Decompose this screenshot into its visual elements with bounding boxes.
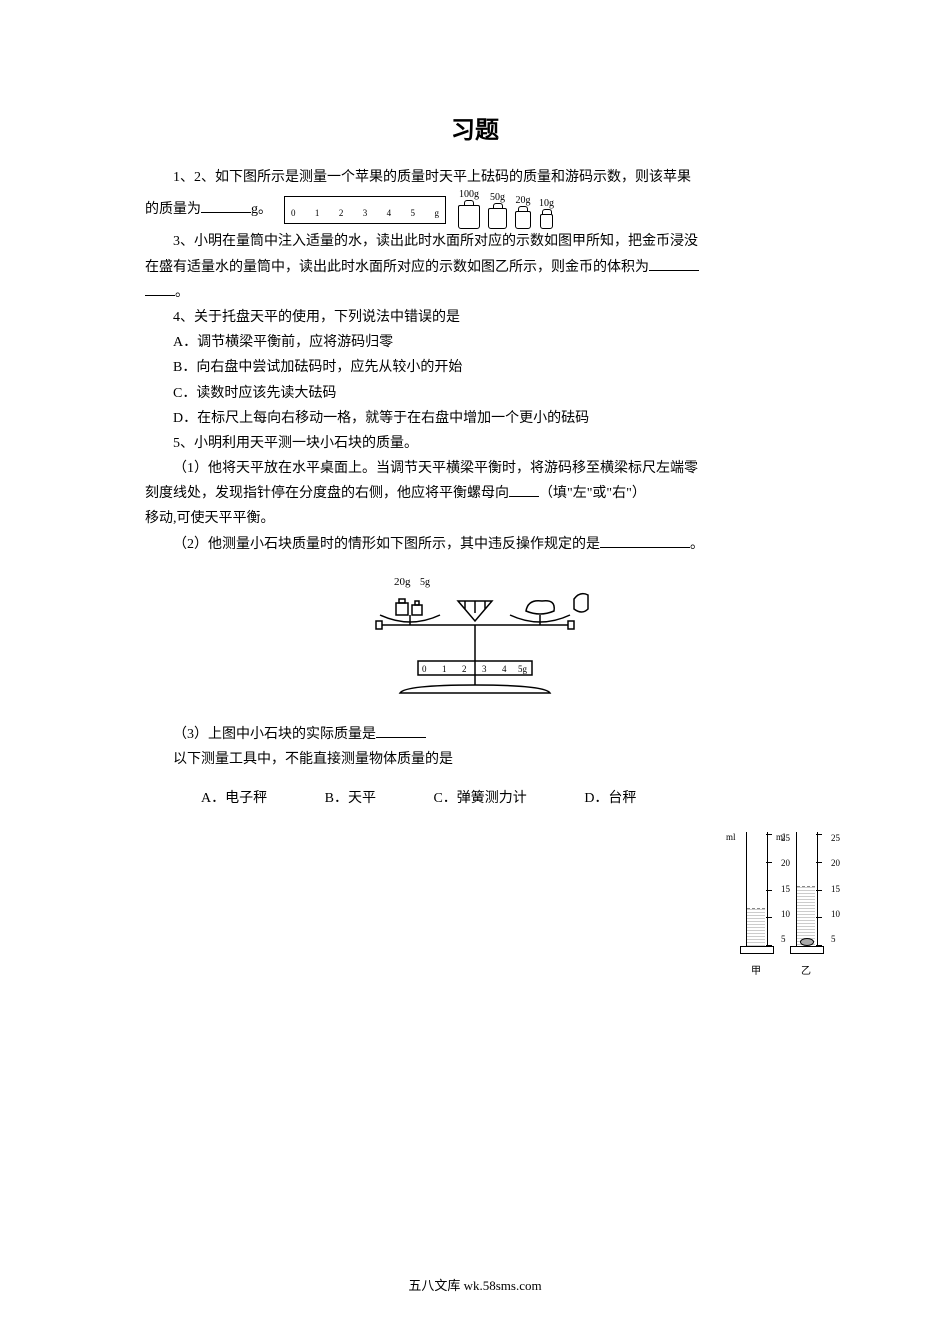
q5-p2b: 。 — [690, 537, 704, 552]
q5-p1a: （1）他将天平放在水平桌面上。当调节天平横梁平衡时，将游码移至横梁标尺左端零 — [145, 456, 805, 481]
ruler-label-1: 1 — [315, 205, 320, 221]
ruler-label-3: 3 — [363, 205, 368, 221]
q5-p1-line2: 刻度线处，发现指针停在分度盘的右侧，他应将平衡螺母向 （填"左"或"右"） — [145, 481, 805, 506]
t20: 20 — [781, 859, 790, 868]
t25: 25 — [831, 834, 840, 843]
q5-p2a: （2）他测量小石块质量时的情形如下图所示，其中违反操作规定的是 — [173, 537, 600, 552]
weights-diagram: 100g 50g 20g 10g — [458, 190, 554, 229]
q3c-wrap: 。 — [145, 280, 805, 305]
q4-opt-c: C．读数时应该先读大砝码 — [145, 381, 805, 406]
q5-p2-line: （2）他测量小石块质量时的情形如下图所示，其中违反操作规定的是 。 — [145, 532, 805, 557]
page-title: 习题 — [145, 110, 805, 153]
cylinder-yi: ml 25 20 15 10 5 — [790, 828, 822, 958]
weight-label: 20g — [516, 196, 531, 206]
svg-text:0: 0 — [422, 664, 427, 674]
t5: 5 — [781, 935, 790, 944]
ruler-label-0: 0 — [291, 205, 296, 221]
q5-opt-c: C．弹簧测力计 — [405, 786, 526, 811]
t10: 10 — [781, 910, 790, 919]
q5-inline-opts: A．电子秤 B．天平 C．弹簧测力计 D．台秤 — [145, 786, 805, 811]
q4-opt-a: A．调节横梁平衡前，应将游码归零 — [145, 330, 805, 355]
svg-text:3: 3 — [482, 664, 487, 674]
t20: 20 — [831, 859, 840, 868]
q3-blank — [649, 256, 699, 271]
ruler-label-5: 5 — [411, 205, 416, 221]
q5-blank1 — [509, 482, 539, 497]
ml-label: ml — [726, 832, 736, 842]
q1-blank — [201, 198, 251, 213]
weight-label: 100g — [459, 190, 479, 200]
q5-p1c: （填"左"或"右"） — [539, 486, 646, 501]
ruler-label-6: g — [434, 205, 439, 221]
t5: 5 — [831, 935, 840, 944]
q5-opt-a: A．电子秤 — [173, 786, 267, 811]
cyl-label-jia: 甲 — [751, 962, 761, 977]
q5-p3: （3）上图中小石块的实际质量是 — [173, 727, 376, 742]
ml-label: ml — [776, 832, 786, 842]
cyl-label-yi: 乙 — [801, 962, 811, 977]
q4-opt-b: B．向右盘中尝试加砝码时，应先从较小的开始 — [145, 355, 805, 380]
svg-text:1: 1 — [442, 664, 447, 674]
balance-weight-labels: 20g — [394, 576, 411, 588]
q1-line2a: 的质量为 — [145, 202, 201, 217]
q3c: 。 — [175, 285, 189, 300]
q5-stem: 5、小明利用天平测一块小石块的质量。 — [145, 431, 805, 456]
q5-opt-b: B．天平 — [297, 786, 376, 811]
svg-text:2: 2 — [462, 664, 467, 674]
page-footer: 五八文库 wk.58sms.com — [0, 1275, 950, 1294]
weight-100g: 100g — [458, 190, 480, 229]
q3b-wrap: 在盛有适量水的量筒中，读出此时水面所对应的示数如图乙所示，则金币的体积为 — [145, 255, 805, 280]
ruler-label-2: 2 — [339, 205, 344, 221]
q5-blank2 — [600, 533, 690, 548]
svg-text:5g: 5g — [518, 664, 528, 674]
q5-p1b: 刻度线处，发现指针停在分度盘的右侧，他应将平衡螺母向 — [145, 486, 509, 501]
q5-opt-d: D．台秤 — [556, 786, 636, 811]
q5-p3-wrap: （3）上图中小石块的实际质量是 — [145, 722, 805, 747]
q5-p4: 以下测量工具中，不能直接测量物体质量的是 — [145, 747, 805, 772]
q5-p1d: 移动,可使天平平衡。 — [145, 506, 805, 531]
q5-blank3 — [376, 723, 426, 738]
cylinder-jia: ml 25 20 15 10 5 — [740, 828, 772, 958]
q3b: 在盛有适量水的量筒中，读出此时水面所对应的示数如图乙所示，则金币的体积为 — [145, 260, 649, 275]
cylinders-diagram: ml 25 20 15 10 5 甲 ml 25 20 — [740, 828, 822, 977]
t15: 15 — [831, 885, 840, 894]
svg-text:5g: 5g — [420, 577, 430, 588]
q3a: 3、小明在量筒中注入适量的水，读出此时水面所对应的示数如图甲所知，把金币浸没 — [145, 229, 805, 254]
balance-diagram: 20g 5g 0 1 2 3 4 5g — [145, 565, 805, 714]
t15: 15 — [781, 885, 790, 894]
svg-text:4: 4 — [502, 664, 507, 674]
weight-10g: 10g — [539, 199, 554, 229]
t10: 10 — [831, 910, 840, 919]
ruler-diagram: 0 1 2 3 4 5 g — [284, 196, 446, 224]
q1-line1: 1、2、如下图所示是测量一个苹果的质量时天平上砝码的质量和游码示数，则该苹果 — [145, 165, 805, 190]
q1-line2b: g。 — [251, 202, 272, 217]
q3-blank2 — [145, 281, 175, 296]
ruler-label-4: 4 — [387, 205, 392, 221]
weight-label: 50g — [490, 193, 505, 203]
q4-opt-d: D．在标尺上每向右移动一格，就等于在右盘中增加一个更小的砝码 — [145, 406, 805, 431]
weight-20g: 20g — [515, 196, 531, 229]
weight-50g: 50g — [488, 193, 507, 229]
q4-stem: 4、关于托盘天平的使用，下列说法中错误的是 — [145, 305, 805, 330]
weight-label: 10g — [539, 199, 554, 209]
